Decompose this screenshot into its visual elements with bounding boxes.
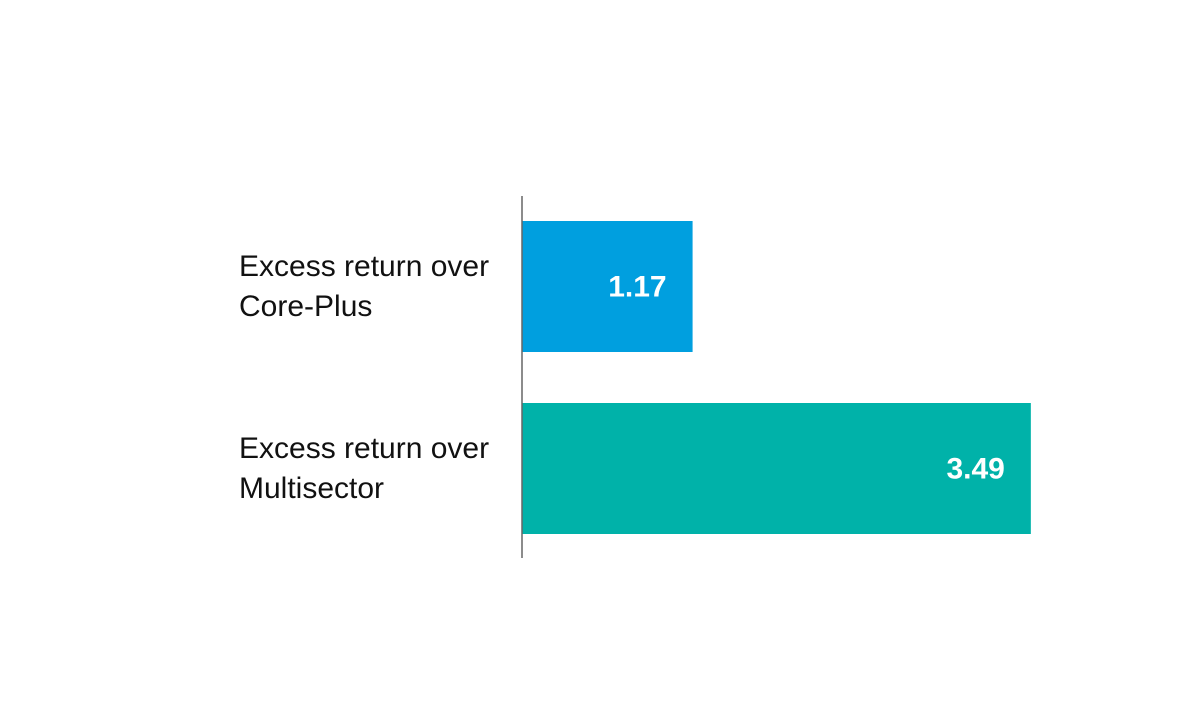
bar xyxy=(522,403,1031,534)
category-label: Excess return over Multisector xyxy=(239,431,490,505)
category-label: Excess return over Core-Plus xyxy=(239,249,490,323)
value-label: 1.17 xyxy=(608,270,666,303)
bar xyxy=(522,221,693,352)
value-label: 3.49 xyxy=(946,452,1004,485)
